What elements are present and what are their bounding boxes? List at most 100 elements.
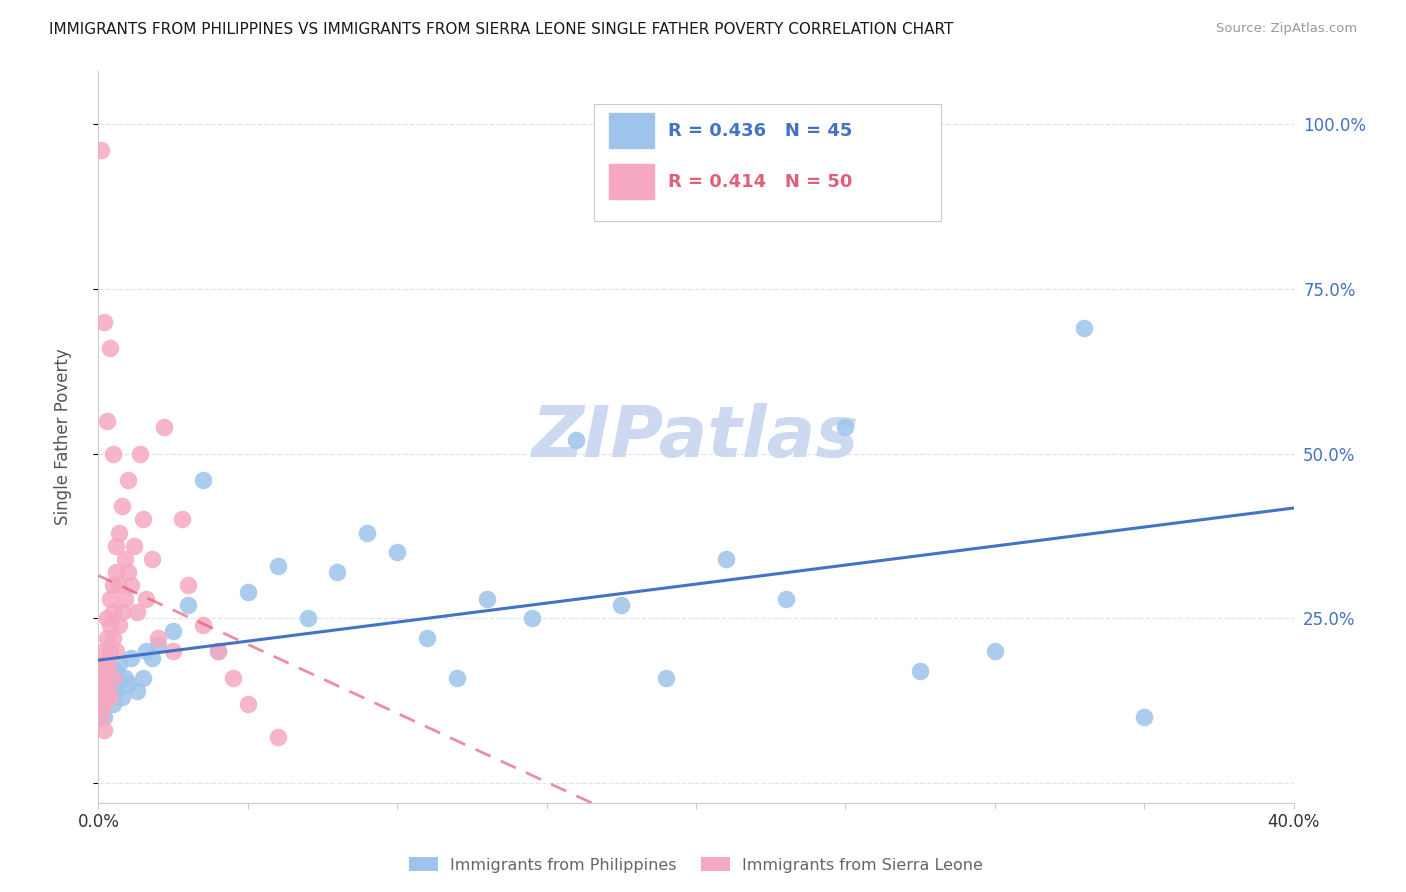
Text: R = 0.414   N = 50: R = 0.414 N = 50 bbox=[668, 173, 853, 191]
Point bbox=[908, 664, 931, 678]
Point bbox=[108, 525, 131, 540]
Point bbox=[114, 591, 136, 606]
Point bbox=[114, 552, 136, 566]
Point bbox=[117, 565, 139, 579]
Legend: Immigrants from Philippines, Immigrants from Sierra Leone: Immigrants from Philippines, Immigrants … bbox=[402, 851, 990, 879]
Point bbox=[105, 683, 128, 698]
Point bbox=[153, 420, 176, 434]
Point bbox=[610, 598, 633, 612]
Point bbox=[127, 683, 149, 698]
Point bbox=[132, 671, 155, 685]
Point bbox=[834, 420, 856, 434]
Point bbox=[326, 565, 349, 579]
Point bbox=[162, 644, 184, 658]
Point bbox=[105, 539, 128, 553]
Point bbox=[93, 697, 115, 711]
Y-axis label: Single Father Poverty: Single Father Poverty bbox=[53, 349, 72, 525]
Point bbox=[141, 650, 163, 665]
Point bbox=[207, 644, 229, 658]
Point bbox=[356, 525, 378, 540]
Bar bbox=[609, 164, 654, 200]
Point bbox=[90, 697, 112, 711]
Point bbox=[96, 657, 118, 672]
Point bbox=[141, 552, 163, 566]
Point bbox=[90, 671, 112, 685]
Point bbox=[93, 644, 115, 658]
Point bbox=[96, 631, 118, 645]
Point bbox=[93, 671, 115, 685]
Point bbox=[108, 657, 131, 672]
Point bbox=[111, 500, 134, 514]
Point bbox=[103, 671, 125, 685]
Point bbox=[148, 638, 170, 652]
Point bbox=[655, 671, 678, 685]
Point bbox=[565, 434, 588, 448]
Point bbox=[520, 611, 543, 625]
Point bbox=[114, 671, 136, 685]
Text: ZIPatlas: ZIPatlas bbox=[533, 402, 859, 472]
Point bbox=[93, 723, 115, 738]
Point bbox=[148, 631, 170, 645]
Point bbox=[191, 473, 214, 487]
Point bbox=[105, 644, 128, 658]
Point bbox=[96, 414, 118, 428]
Point bbox=[172, 512, 194, 526]
Point bbox=[96, 683, 118, 698]
Point bbox=[385, 545, 409, 559]
Point bbox=[103, 677, 125, 691]
Point bbox=[103, 697, 125, 711]
Point bbox=[416, 631, 439, 645]
Point bbox=[120, 650, 142, 665]
Point bbox=[90, 144, 112, 158]
Text: IMMIGRANTS FROM PHILIPPINES VS IMMIGRANTS FROM SIERRA LEONE SINGLE FATHER POVERT: IMMIGRANTS FROM PHILIPPINES VS IMMIGRANT… bbox=[49, 22, 953, 37]
Point bbox=[93, 315, 115, 329]
FancyBboxPatch shape bbox=[595, 104, 941, 221]
Point bbox=[98, 671, 122, 685]
Point bbox=[98, 683, 122, 698]
Text: R = 0.436   N = 45: R = 0.436 N = 45 bbox=[668, 121, 853, 140]
Point bbox=[177, 598, 200, 612]
Point bbox=[984, 644, 1007, 658]
Point bbox=[124, 539, 146, 553]
Point bbox=[103, 446, 125, 460]
Point bbox=[177, 578, 200, 592]
Point bbox=[236, 585, 259, 599]
Point bbox=[191, 618, 214, 632]
Point bbox=[120, 578, 142, 592]
Point bbox=[1073, 321, 1095, 335]
Point bbox=[98, 690, 122, 705]
Point bbox=[98, 591, 122, 606]
Point bbox=[297, 611, 319, 625]
Point bbox=[475, 591, 498, 606]
Point bbox=[446, 671, 468, 685]
Point bbox=[111, 690, 134, 705]
Point bbox=[105, 664, 128, 678]
Point bbox=[108, 578, 131, 592]
Point bbox=[267, 558, 290, 573]
Point bbox=[117, 473, 139, 487]
Point bbox=[127, 605, 149, 619]
Point bbox=[96, 657, 118, 672]
Point bbox=[90, 710, 112, 724]
Point bbox=[135, 644, 157, 658]
Point bbox=[714, 552, 737, 566]
Point bbox=[162, 624, 184, 639]
Point bbox=[98, 341, 122, 355]
Point bbox=[267, 730, 290, 744]
Point bbox=[103, 631, 125, 645]
Point bbox=[105, 565, 128, 579]
Text: Source: ZipAtlas.com: Source: ZipAtlas.com bbox=[1216, 22, 1357, 36]
Point bbox=[236, 697, 259, 711]
Point bbox=[90, 690, 112, 705]
Point bbox=[103, 578, 125, 592]
Point bbox=[132, 512, 155, 526]
Point bbox=[93, 677, 115, 691]
Point bbox=[98, 644, 122, 658]
Point bbox=[117, 677, 139, 691]
Point bbox=[129, 446, 152, 460]
Point bbox=[135, 591, 157, 606]
Point bbox=[1133, 710, 1156, 724]
Point bbox=[108, 618, 131, 632]
Bar bbox=[609, 113, 654, 148]
Point bbox=[207, 644, 229, 658]
